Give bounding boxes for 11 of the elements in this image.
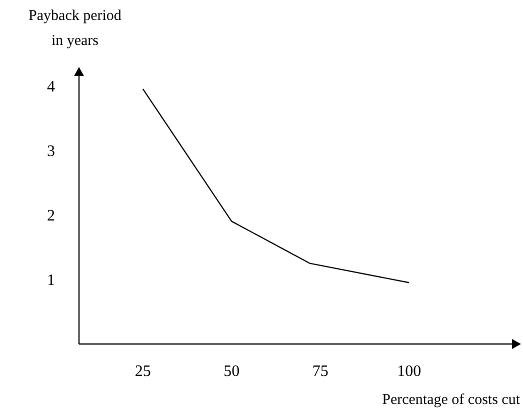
y-tick-label: 1 xyxy=(47,272,55,290)
x-tick-label: 25 xyxy=(134,363,151,380)
y-tick-label: 2 xyxy=(47,207,55,224)
y-axis-title: Payback period in years xyxy=(28,8,122,49)
x-tick-label: 100 xyxy=(397,363,422,380)
x-tick-label: 50 xyxy=(224,363,240,380)
line-series xyxy=(142,88,410,284)
x-tick-label: 75 xyxy=(312,363,328,380)
x-axis-title: Percentage of costs cut xyxy=(382,392,521,408)
y-tick-label: 4 xyxy=(47,78,55,96)
y-tick-label: 3 xyxy=(47,142,55,160)
